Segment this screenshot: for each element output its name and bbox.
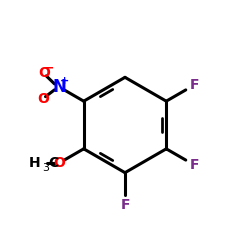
Text: 3: 3	[42, 162, 49, 172]
Text: O: O	[38, 66, 50, 80]
Text: C: C	[48, 156, 59, 170]
Text: H: H	[29, 156, 40, 170]
Text: O: O	[37, 92, 49, 106]
Text: F: F	[120, 198, 130, 212]
Text: N: N	[52, 78, 66, 96]
Text: +: +	[60, 76, 69, 86]
Text: O: O	[53, 156, 65, 170]
Text: F: F	[190, 78, 199, 92]
Text: F: F	[190, 158, 199, 172]
Text: −: −	[44, 62, 54, 74]
